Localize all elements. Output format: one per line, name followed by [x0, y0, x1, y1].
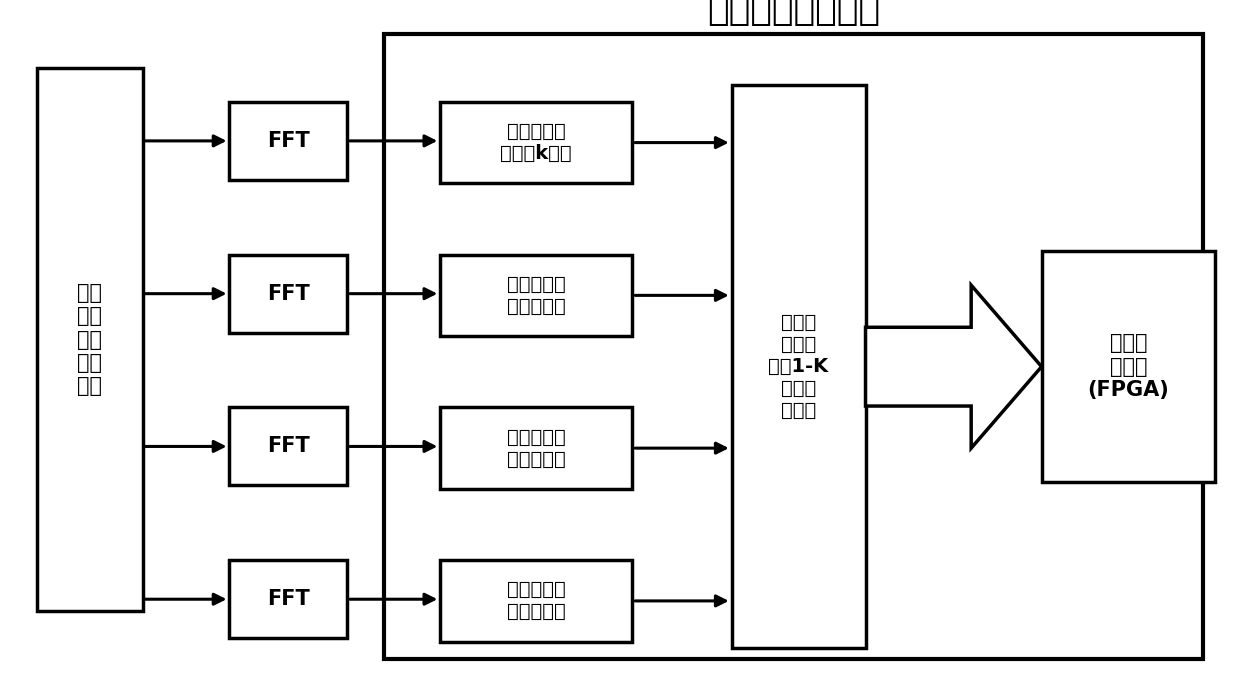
- Text: FFT: FFT: [267, 437, 310, 456]
- Bar: [440, 255, 632, 336]
- Text: FFT: FFT: [267, 284, 310, 304]
- Bar: [732, 85, 866, 648]
- Bar: [384, 34, 1203, 659]
- Bar: [229, 102, 347, 180]
- Text: FFT: FFT: [267, 589, 310, 609]
- Text: 计算校正系数矩阵: 计算校正系数矩阵: [707, 0, 880, 27]
- Bar: [229, 407, 347, 485]
- Bar: [229, 560, 347, 638]
- Text: 存储系
数矩阵
(FPGA): 存储系 数矩阵 (FPGA): [1087, 333, 1169, 400]
- Bar: [440, 102, 632, 183]
- Text: 智能
天线
接收
扫频
信号: 智能 天线 接收 扫频 信号: [77, 283, 103, 396]
- Text: 取与参考通
道对应的值: 取与参考通 道对应的值: [507, 428, 565, 469]
- Text: 遍历信
号带内
频率1-K
计算校
正系数: 遍历信 号带内 频率1-K 计算校 正系数: [769, 313, 828, 420]
- Bar: [1042, 251, 1215, 482]
- Text: 取与参考通
道对应的值: 取与参考通 道对应的值: [507, 275, 565, 316]
- Bar: [229, 255, 347, 333]
- Polygon shape: [866, 285, 1042, 448]
- Bar: [440, 560, 632, 642]
- Text: 当前扫频信
号频点k峰值: 当前扫频信 号频点k峰值: [501, 122, 572, 163]
- Bar: [37, 68, 143, 611]
- Text: FFT: FFT: [267, 131, 310, 151]
- Text: 取与参考通
道对应的值: 取与参考通 道对应的值: [507, 581, 565, 621]
- Bar: [440, 407, 632, 489]
